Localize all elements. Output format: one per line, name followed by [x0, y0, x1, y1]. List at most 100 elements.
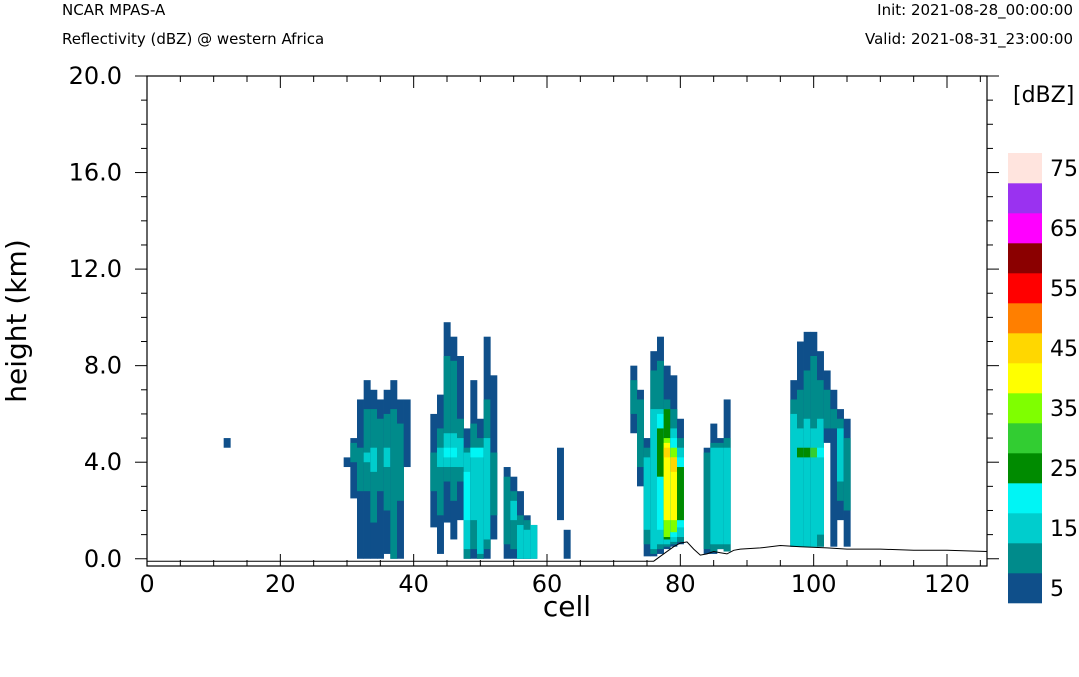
x-tick-label: 0: [139, 570, 154, 598]
y-tick-label: 8.0: [84, 352, 122, 380]
reflectivity-cell: [363, 452, 371, 463]
reflectivity-cell: [703, 452, 711, 550]
reflectivity-cell: [370, 447, 378, 472]
y-tick-label: 12.0: [69, 255, 122, 283]
reflectivity-cell: [823, 389, 831, 429]
colorbar-label: 35: [1050, 397, 1078, 422]
colorbar-swatch: [1008, 153, 1042, 184]
reflectivity-cell: [797, 428, 804, 547]
reflectivity-cell: [397, 423, 404, 501]
reflectivity-field: [223, 322, 851, 559]
reflectivity-cell: [490, 452, 498, 516]
reflectivity-cell: [477, 447, 484, 458]
reflectivity-cell: [383, 447, 391, 468]
reflectivity-cell: [650, 409, 658, 550]
reflectivity-cell: [670, 457, 678, 521]
reflectivity-cell: [517, 524, 524, 559]
plot-frame: [146, 75, 988, 567]
colorbar-swatch: [1008, 183, 1042, 214]
reflectivity-cell: [637, 399, 644, 468]
x-tick-label: 100: [791, 570, 837, 598]
reflectivity-cell: [357, 447, 364, 492]
x-tick-label: 80: [665, 570, 696, 598]
reflectivity-cell: [470, 447, 478, 458]
reflectivity-cell: [630, 380, 638, 414]
reflectivity-cell: [563, 529, 571, 559]
reflectivity-cell: [443, 356, 451, 482]
reflectivity-cell: [817, 447, 824, 458]
colorbar-swatch: [1008, 243, 1042, 274]
reflectivity-cell: [723, 447, 731, 545]
reflectivity-cell: [677, 467, 684, 521]
reflectivity-cell: [477, 447, 484, 554]
reflectivity-cell: [450, 447, 458, 458]
y-axis-label: height (km): [0, 239, 33, 403]
reflectivity-cell: [797, 447, 804, 458]
colorbar-swatch: [1008, 333, 1042, 364]
colorbar-label: 15: [1050, 517, 1078, 542]
colorbar-swatch: [1008, 273, 1042, 304]
reflectivity-cell: [483, 438, 491, 540]
reflectivity-cell: [710, 447, 718, 545]
colorbar-label: 45: [1050, 337, 1078, 362]
colorbar-label: 75: [1050, 157, 1078, 182]
reflectivity-cell: [223, 438, 231, 448]
y-tick-label: 16.0: [69, 159, 122, 187]
colorbar: 5 15 25 35 45 55 65 75: [1008, 153, 1078, 604]
reflectivity-cell: [817, 418, 824, 535]
reflectivity-cell: [643, 457, 651, 530]
colorbar-unit: [dBZ]: [1013, 83, 1074, 108]
colorbar-label: 5: [1050, 577, 1064, 602]
reflectivity-cell: [450, 360, 458, 501]
colorbar-label: 25: [1050, 457, 1078, 482]
reflectivity-cell: [363, 409, 371, 492]
reflectivity-cell: [377, 418, 384, 492]
terrain-line: [147, 541, 988, 562]
colorbar-swatch: [1008, 573, 1042, 604]
colorbar-swatch: [1008, 453, 1042, 484]
reflectivity-cell: [717, 447, 724, 545]
x-tick-label: 40: [398, 570, 429, 598]
reflectivity-cell: [810, 447, 818, 458]
y-tick-label: 4.0: [84, 448, 122, 476]
reflectivity-cell: [510, 500, 518, 521]
reflectivity-cell: [443, 447, 451, 458]
colorbar-label: 65: [1050, 217, 1078, 242]
axis-ticks: 0 20 40 60 80 100 120 0.0 4.0 8.0 12.0 16.0 20.0: [69, 62, 999, 598]
colorbar-label: 55: [1050, 277, 1078, 302]
colorbar-swatch: [1008, 213, 1042, 244]
reflectivity-cell: [803, 447, 811, 458]
reflectivity-cell: [837, 428, 844, 482]
field-title: Reflectivity (dBZ) @ western Africa: [62, 30, 324, 48]
reflectivity-cell: [403, 399, 411, 468]
reflectivity-cell: [463, 471, 471, 521]
reflectivity-cell: [810, 428, 818, 547]
y-tick-label: 20.0: [69, 62, 122, 90]
colorbar-swatch: [1008, 303, 1042, 334]
reflectivity-cell: [830, 409, 838, 429]
reflectivity-cell: [470, 447, 478, 521]
reflectivity-cell: [557, 447, 564, 521]
reflectivity-cell: [843, 438, 851, 511]
reflectivity-cell: [657, 428, 664, 477]
x-tick-label: 120: [924, 570, 970, 598]
colorbar-swatch: [1008, 513, 1042, 544]
y-tick-label: 0.0: [84, 545, 122, 573]
x-axis-label: cell: [543, 590, 591, 623]
valid-time: Valid: 2021-08-31_23:00:00: [865, 30, 1073, 49]
reflectivity-cell: [343, 457, 351, 468]
reflectivity-cell: [670, 457, 678, 472]
colorbar-swatch: [1008, 363, 1042, 394]
x-tick-label: 60: [532, 570, 563, 598]
reflectivity-cell: [390, 409, 398, 559]
colorbar-swatch: [1008, 423, 1042, 454]
reflectivity-cell: [437, 447, 444, 468]
colorbar-swatch: [1008, 483, 1042, 514]
reflectivity-cell: [350, 438, 358, 499]
reflectivity-cell: [350, 442, 358, 463]
reflectivity-cell: [803, 418, 811, 547]
colorbar-swatch: [1008, 393, 1042, 424]
reflectivity-cell: [523, 529, 531, 559]
reflectivity-cell: [530, 524, 538, 559]
